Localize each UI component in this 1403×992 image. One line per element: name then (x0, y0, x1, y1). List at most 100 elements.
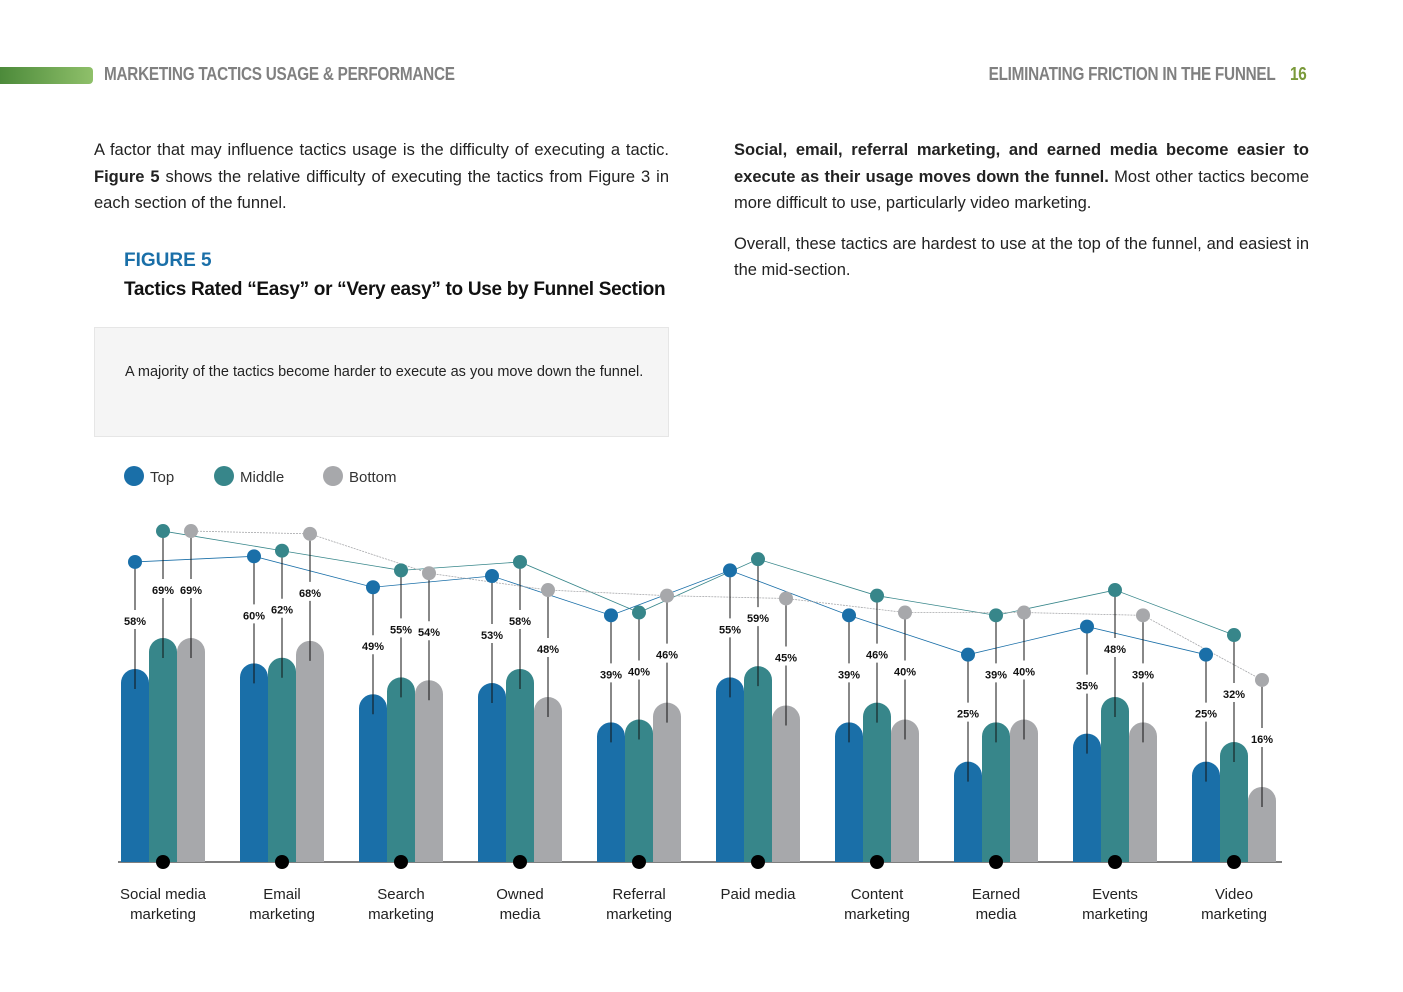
x-tick-label: Owned media (496, 886, 544, 923)
x-tick-label: Paid media (720, 886, 796, 903)
value-label: 39% (1132, 669, 1154, 681)
value-label: 68% (299, 588, 321, 600)
dot (394, 563, 408, 578)
dot (842, 608, 856, 623)
value-label: 59% (747, 613, 769, 625)
value-label: 69% (152, 585, 174, 597)
value-label: 69% (180, 585, 202, 597)
bar (863, 702, 891, 862)
bar (597, 722, 625, 862)
dot (184, 524, 198, 539)
dot (632, 605, 646, 620)
dot (604, 608, 618, 623)
bar (296, 640, 324, 862)
dot (660, 588, 674, 603)
figure-title: Tactics Rated “Easy” or “Very easy” to U… (124, 279, 666, 300)
value-label: 39% (600, 669, 622, 681)
bar (772, 705, 800, 862)
dot (723, 563, 737, 578)
x-tick-label: Earned media (971, 886, 1021, 923)
value-label: 54% (418, 627, 440, 639)
text: Social, email, referral marketing, and e… (734, 141, 1309, 186)
dot (1227, 628, 1241, 643)
value-label: 16% (1251, 734, 1273, 746)
legend-label: Middle (240, 469, 284, 486)
text: Figure 5 (94, 167, 160, 186)
category-dot (394, 855, 408, 869)
value-label: 40% (894, 667, 916, 679)
dot (128, 554, 142, 569)
dot (751, 552, 765, 567)
category-dot (1108, 855, 1122, 869)
value-label: 58% (124, 616, 146, 628)
text: Most other tactics become more difficult… (734, 167, 1309, 213)
bar (625, 719, 653, 862)
bar (835, 722, 863, 862)
bar (149, 638, 177, 862)
x-tick-label: Content marketing (844, 886, 910, 923)
dot (247, 549, 261, 564)
dot (303, 526, 317, 541)
dot (1108, 583, 1122, 598)
x-tick-label: Events marketing (1082, 886, 1148, 923)
x-tick-label: Search marketing (368, 886, 434, 923)
bar (387, 677, 415, 862)
dot (541, 583, 555, 598)
value-label: 39% (838, 669, 860, 681)
bar (891, 719, 919, 862)
bar (744, 666, 772, 862)
value-label: 32% (1223, 689, 1245, 701)
x-tick-label: Referral marketing (606, 886, 672, 923)
bar (653, 702, 681, 862)
header-bar (0, 67, 93, 84)
value-label: 55% (390, 624, 412, 636)
dot (1136, 608, 1150, 623)
note-box: A majority of the tactics become harder … (94, 327, 669, 437)
x-tick-label: Email marketing (249, 886, 315, 923)
report-title: ELIMINATING FRICTION IN THE FUNNEL (988, 64, 1275, 84)
bar (359, 694, 387, 862)
legend-swatch (124, 466, 144, 486)
dot (961, 647, 975, 662)
bar (716, 677, 744, 862)
dot (275, 543, 289, 558)
dot (989, 608, 1003, 623)
bar (121, 668, 149, 862)
value-label: 58% (509, 616, 531, 628)
section-title: MARKETING TACTICS USAGE & PERFORMANCE (104, 64, 455, 84)
value-label: 48% (537, 644, 559, 656)
left-paragraph: A factor that may influence tactics usag… (94, 137, 669, 217)
dot (156, 524, 170, 539)
page-number: 16 (1290, 64, 1307, 84)
value-label: 53% (481, 630, 503, 642)
category-dot (156, 855, 170, 869)
dot (1199, 647, 1213, 662)
bar (415, 680, 443, 862)
trend-line (162, 530, 1235, 636)
category-dot (513, 855, 527, 869)
dot (779, 591, 793, 606)
figure-label: FIGURE 5 (124, 250, 212, 271)
dot (1017, 605, 1031, 620)
dot (422, 566, 436, 581)
x-tick-label: Video marketing (1201, 886, 1267, 923)
value-label: 45% (775, 652, 797, 664)
dot (366, 580, 380, 595)
legend-swatch (323, 466, 343, 486)
x-tick-label: Social media marketing (120, 886, 206, 923)
value-label: 46% (866, 650, 888, 662)
category-dot (1227, 855, 1241, 869)
bar (1220, 742, 1248, 862)
text: shows the relative difficulty of executi… (94, 167, 669, 213)
value-label: 55% (719, 624, 741, 636)
right-paragraphs: Social, email, referral marketing, and e… (734, 137, 1309, 298)
bar (1010, 719, 1038, 862)
bar (240, 663, 268, 862)
dot (513, 554, 527, 569)
category-dot (989, 855, 1003, 869)
value-label: 25% (1195, 709, 1217, 721)
value-label: 39% (985, 669, 1007, 681)
value-label: 40% (628, 667, 650, 679)
bar (1073, 733, 1101, 862)
trend-line (190, 530, 1263, 681)
